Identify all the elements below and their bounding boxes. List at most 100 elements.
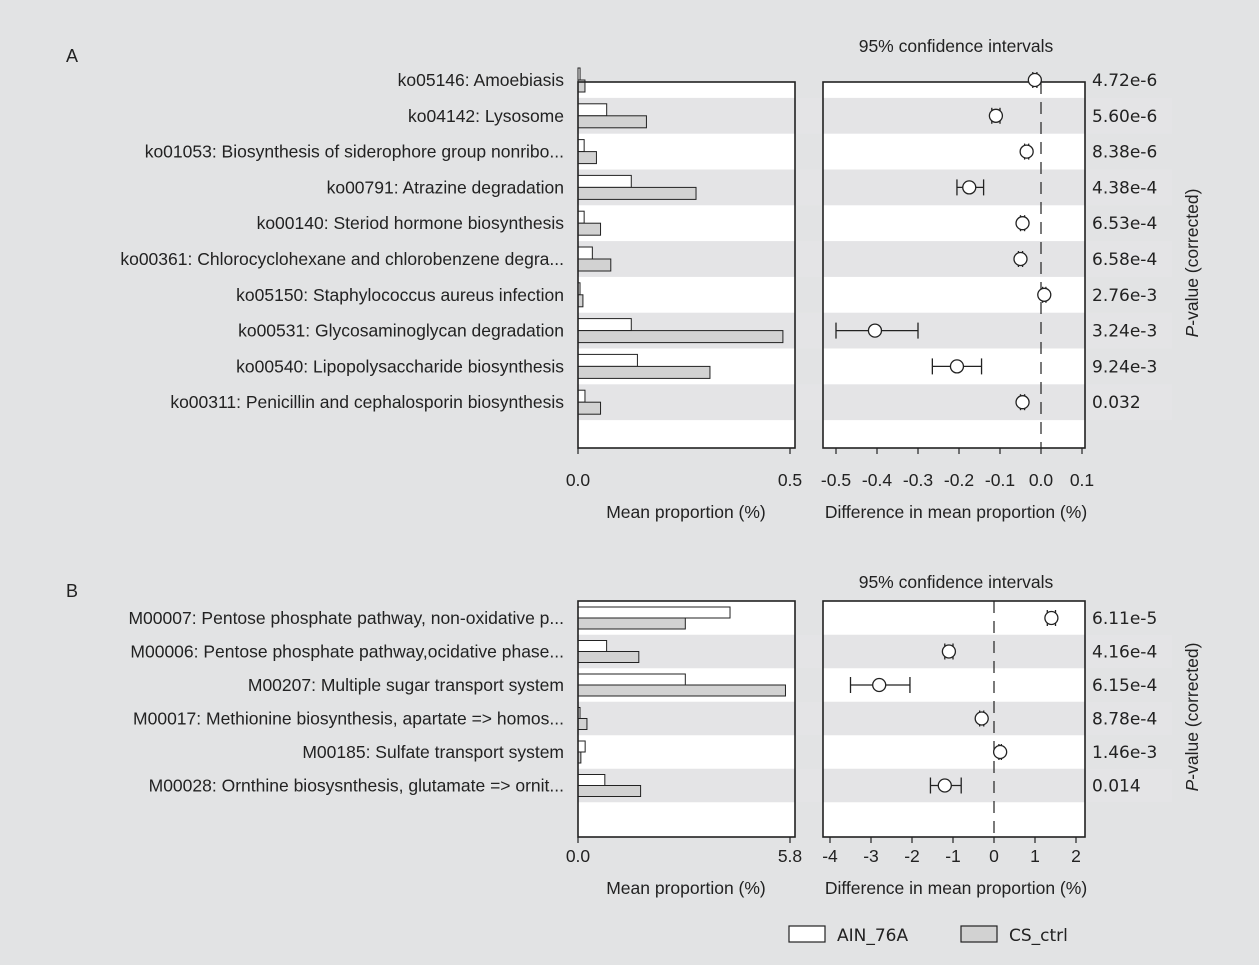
panel-b: B 95% confidence intervals M00007: Pentose… <box>66 572 1202 898</box>
ci-tick-label: 2 <box>1071 846 1081 866</box>
p-value: 4.72e-6 <box>1092 71 1157 91</box>
category-label: ko00361: Chlorocyclohexane and chloroben… <box>120 249 564 269</box>
row-stripe <box>578 384 1172 421</box>
category-label: ko00540: Lipopolysaccharide biosynthesis <box>236 356 564 376</box>
category-label: M00028: Ornthine biosysnthesis, glutamat… <box>149 776 564 796</box>
category-label: ko00140: Steriod hormone biosynthesis <box>257 213 565 233</box>
bar-tick-label: 0.0 <box>566 846 591 866</box>
bar-ain76a <box>577 103 608 117</box>
category-label: M00185: Sulfate transport system <box>302 742 564 762</box>
bar-ain76a <box>577 740 586 753</box>
category-label: M00207: Multiple sugar transport system <box>248 675 564 695</box>
p-value: 5.60e-6 <box>1092 107 1157 127</box>
bar-ain76a <box>577 606 731 619</box>
ci-tick-label: -0.1 <box>985 470 1015 490</box>
bar-csctrl <box>577 401 602 415</box>
ci-point <box>1013 251 1028 267</box>
category-label: ko04142: Lysosome <box>408 106 564 126</box>
ci-tick-label: 0.0 <box>1029 470 1054 490</box>
bar-ain76a <box>577 67 581 81</box>
p-value: 4.16e-4 <box>1092 643 1157 663</box>
category-label: ko05150: Staphylococcus aureus infection <box>236 285 564 305</box>
ci-point <box>1037 287 1052 302</box>
ci-tick-label: -2 <box>904 846 920 866</box>
bar-ain76a <box>577 389 586 403</box>
ci-point <box>988 108 1004 123</box>
ci-tick-label: -0.4 <box>862 470 892 490</box>
panel-a: A 95% confidence intervals ko05146: Amoebi… <box>66 36 1202 522</box>
category-label: M00017: Methionine biosynthesis, apartat… <box>133 709 564 729</box>
row-stripe <box>578 768 1172 803</box>
ci-tick-label: 0.1 <box>1070 470 1094 490</box>
bar-csctrl <box>577 330 784 344</box>
category-label: M00007: Pentose phosphate pathway, non-o… <box>128 608 564 628</box>
p-value: 9.24e-3 <box>1092 357 1157 377</box>
row-stripe <box>578 97 1172 134</box>
legend-label: AIN_76A <box>837 926 908 946</box>
bar-csctrl <box>577 222 602 236</box>
category-label: ko01053: Biosynthesis of siderophore gro… <box>145 142 564 162</box>
ci-title: 95% confidence intervals <box>859 36 1054 56</box>
bar-ain76a <box>577 640 608 652</box>
p-value-axis-label-italic: P <box>1182 325 1202 337</box>
bar-tick-label: 0.0 <box>566 470 591 490</box>
legend-swatch-csctrl <box>960 925 998 943</box>
ci-point <box>941 644 957 659</box>
legend-label: CS_ctrl <box>1009 926 1068 946</box>
category-label: ko05146: Amoebiasis <box>398 70 565 90</box>
ci-point <box>872 677 887 693</box>
p-value: 0.032 <box>1092 393 1141 413</box>
category-label: ko00311: Penicillin and cephalosporin bi… <box>170 392 564 412</box>
ci-tick-label: -3 <box>863 846 879 866</box>
ci-plot-frame <box>822 81 1086 449</box>
p-value: 6.15e-4 <box>1092 676 1157 696</box>
bar-csctrl <box>577 365 711 379</box>
bar-ain76a <box>577 774 606 786</box>
row-stripe <box>578 634 1172 669</box>
ci-axis-label: Difference in mean proportion (%) <box>825 502 1087 522</box>
bar-csctrl <box>577 718 588 730</box>
bar-csctrl <box>577 651 640 663</box>
ci-title: 95% confidence intervals <box>859 572 1054 592</box>
bar-ain76a <box>577 673 686 686</box>
p-value: 1.46e-3 <box>1092 743 1157 763</box>
ci-point <box>974 711 989 726</box>
ci-point <box>993 744 1008 760</box>
ci-point <box>949 359 965 374</box>
p-value: 6.53e-4 <box>1092 214 1157 234</box>
category-label: ko00791: Atrazine degradation <box>327 177 564 197</box>
ci-point <box>937 778 952 793</box>
bar-csctrl <box>577 151 597 165</box>
p-value: 8.38e-6 <box>1092 143 1157 163</box>
ci-tick-label: -4 <box>822 846 838 866</box>
bar-csctrl <box>577 115 647 129</box>
ci-point <box>1044 610 1059 626</box>
legend: AIN_76A CS_ctrl <box>788 925 1068 946</box>
p-value-axis-label: P-value (corrected) <box>1182 643 1202 792</box>
p-value-axis-label-rest: -value (corrected) <box>1182 189 1202 326</box>
row-stripe <box>578 241 1172 277</box>
bar-plot-frame <box>577 81 796 449</box>
panel-label: B <box>66 581 78 601</box>
p-value-axis-label-italic: P <box>1182 779 1202 791</box>
ci-point <box>1015 216 1030 231</box>
bar-ain76a <box>577 353 638 367</box>
panel-label: A <box>66 46 78 66</box>
row-stripe <box>578 701 1172 736</box>
bar-tick-label: 0.5 <box>778 470 802 490</box>
ci-point <box>1027 72 1042 88</box>
bar-ain76a <box>577 318 632 332</box>
bar-csctrl <box>577 186 697 200</box>
ci-plot-frame <box>822 600 1086 838</box>
p-value: 0.014 <box>1092 777 1141 797</box>
ci-tick-label: -0.2 <box>944 470 974 490</box>
bar-axis-label: Mean proportion (%) <box>606 502 766 522</box>
bar-csctrl <box>577 684 786 697</box>
ci-tick-label: -1 <box>945 846 961 866</box>
ci-tick-label: -0.5 <box>821 470 851 490</box>
ci-point <box>1019 144 1034 159</box>
ci-point <box>867 323 883 338</box>
ci-tick-label: 1 <box>1030 846 1040 866</box>
p-value-axis-label: P-value (corrected) <box>1182 189 1202 338</box>
